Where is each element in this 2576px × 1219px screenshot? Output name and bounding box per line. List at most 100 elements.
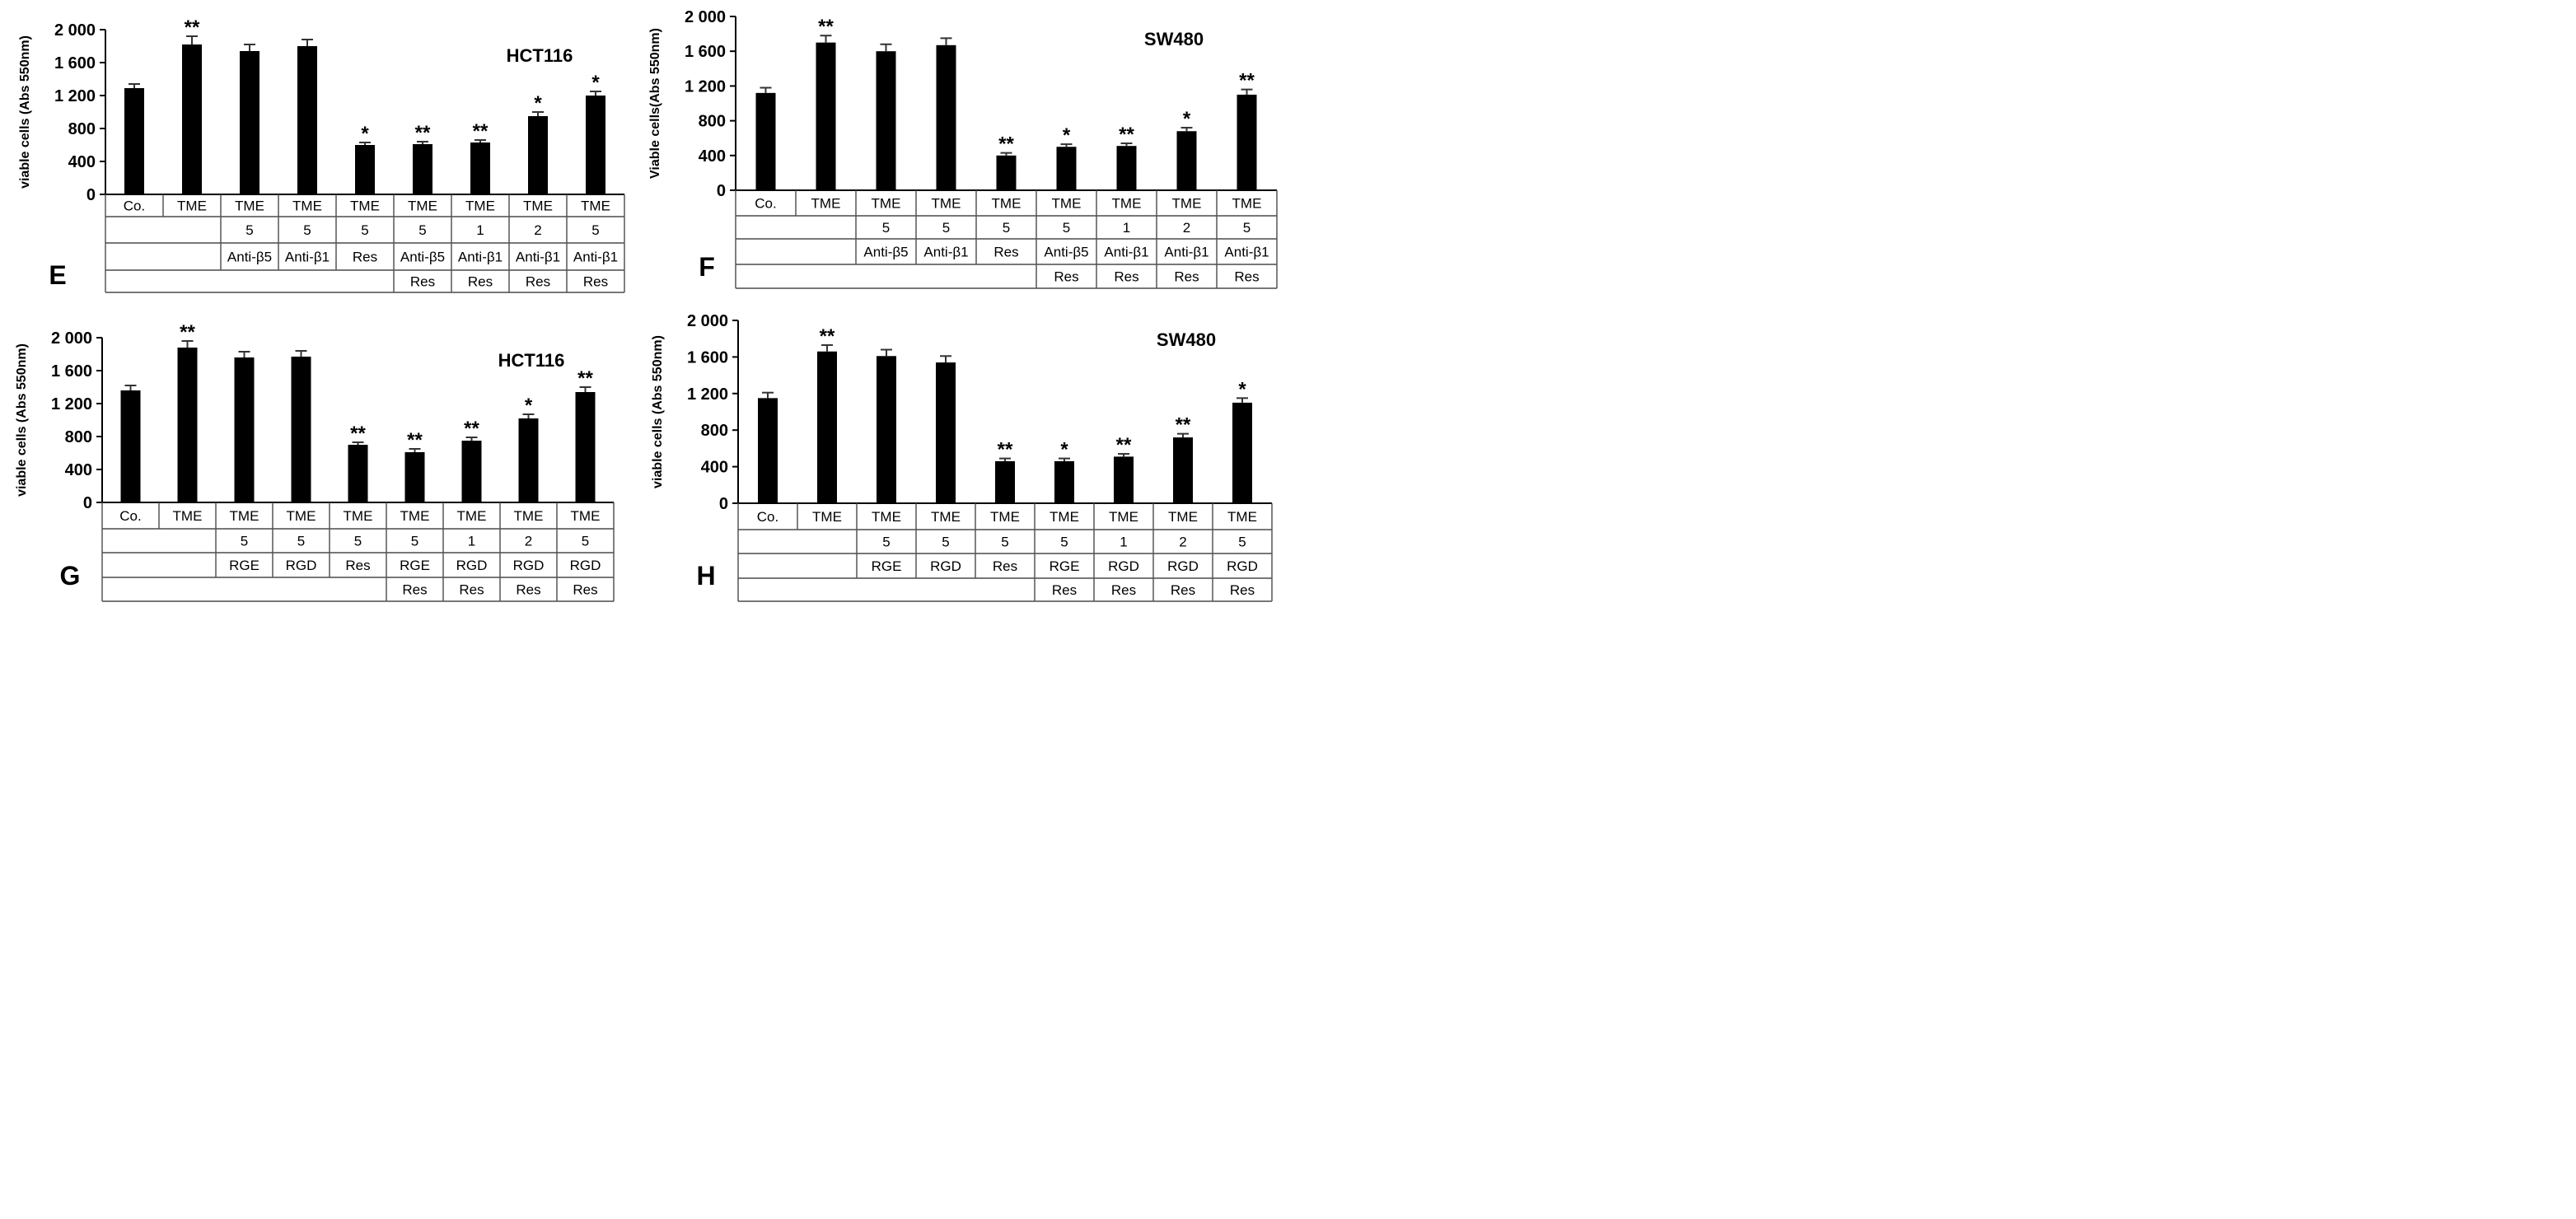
- y-tick-label: 800: [68, 120, 96, 138]
- y-tick-label: 0: [86, 186, 96, 204]
- y-tick-label: 1 600: [687, 348, 728, 367]
- table-cell: 5: [1003, 220, 1010, 236]
- bar: [877, 356, 896, 503]
- table-cell: Anti-β5: [863, 245, 908, 260]
- chart-panel-h: 0 400 800 1 200 1 600 2 000 viable cells (Abs …: [651, 312, 1273, 602]
- table-cell: RGD: [456, 558, 488, 573]
- y-tick-label: 2 000: [687, 312, 728, 330]
- significance-mark: **: [1239, 70, 1255, 92]
- table-cell: Res: [1234, 269, 1259, 285]
- bar: [1114, 456, 1134, 503]
- bar: [1173, 437, 1193, 503]
- table-cell: TME: [292, 198, 322, 214]
- significance-mark: **: [998, 439, 1013, 461]
- significance-mark: **: [1116, 434, 1132, 456]
- table-cell: TME: [1052, 196, 1082, 212]
- y-tick-label: 400: [68, 153, 96, 171]
- table-cell: Co.: [757, 509, 778, 525]
- bar: [936, 362, 956, 503]
- table-cell: TME: [990, 509, 1020, 525]
- table-cell: Co.: [755, 196, 776, 212]
- table-cell: TME: [1168, 509, 1198, 525]
- bar: [996, 155, 1017, 190]
- bar: [182, 44, 202, 194]
- table-cell: TME: [872, 196, 901, 212]
- chart-title: HCT116: [498, 350, 565, 371]
- table-cell: Res: [1052, 582, 1077, 598]
- chart-panel-f: 0 400 800 1 200 1 600 2 000 Viable cells(Abs 5…: [648, 8, 1278, 289]
- table-cell: Anti-β5: [1044, 245, 1088, 260]
- y-tick-label: 400: [65, 461, 92, 479]
- significance-mark: *: [591, 72, 600, 94]
- y-tick-label: 1 200: [685, 77, 726, 96]
- table-cell: Res: [468, 274, 493, 290]
- chart-title: SW480: [1157, 329, 1216, 350]
- table-cell: RGE: [872, 558, 902, 574]
- bar: [1056, 147, 1077, 190]
- significance-mark: **: [350, 423, 366, 445]
- y-tick-label: 400: [699, 147, 726, 166]
- significance-mark: **: [473, 120, 489, 142]
- significance-mark: **: [818, 16, 834, 38]
- table-cell: TME: [1172, 196, 1202, 212]
- y-tick-label: 800: [699, 113, 726, 131]
- significance-mark: *: [1063, 124, 1071, 147]
- chart-title: HCT116: [507, 45, 573, 66]
- table-cell: TME: [177, 198, 207, 214]
- table-cell: Res: [516, 582, 540, 598]
- bar: [348, 445, 368, 502]
- table-cell: RGD: [570, 558, 601, 573]
- table-cell: 1: [1120, 535, 1127, 550]
- table-cell: TME: [514, 508, 544, 524]
- table-cell: Co.: [124, 198, 145, 214]
- table-cell: RGD: [1108, 558, 1139, 574]
- bar: [404, 452, 425, 502]
- table-cell: Res: [1230, 582, 1255, 598]
- table-cell: TME: [581, 198, 610, 214]
- table-cell: TME: [992, 196, 1022, 212]
- table-cell: Res: [993, 558, 1017, 574]
- significance-mark: **: [180, 321, 195, 343]
- table-cell: TME: [1050, 509, 1079, 525]
- table-cell: Anti-β1: [1224, 245, 1269, 260]
- significance-mark: **: [464, 418, 479, 440]
- table-cell: TME: [457, 508, 487, 524]
- y-tick-label: 0: [717, 182, 726, 200]
- table-cell: RGE: [400, 558, 430, 573]
- significance-mark: *: [525, 395, 533, 417]
- y-tick-label: 1 200: [54, 87, 96, 105]
- bar: [1116, 146, 1137, 190]
- bar: [518, 418, 539, 502]
- table-cell: TME: [812, 509, 842, 525]
- table-cell: Anti-β1: [285, 250, 330, 265]
- table-cell: Anti-β1: [923, 245, 968, 260]
- table-cell: TME: [344, 508, 373, 524]
- table-cell: 5: [303, 222, 311, 238]
- panel-label: F: [699, 252, 715, 282]
- y-axis-label: viable cells (Abs 550nm): [651, 335, 665, 488]
- table-cell: 5: [297, 534, 305, 549]
- significance-mark: *: [534, 92, 542, 114]
- table-cell: 5: [1060, 535, 1068, 550]
- table-cell: 5: [1238, 535, 1246, 550]
- y-tick-label: 1 200: [51, 395, 92, 413]
- table-cell: 2: [525, 534, 532, 549]
- table-cell: Res: [353, 250, 377, 265]
- table-cell: TME: [350, 198, 380, 214]
- table-cell: TME: [1227, 509, 1257, 525]
- table-cell: Res: [410, 274, 435, 290]
- table-cell: TME: [872, 509, 901, 525]
- table-cell: Res: [345, 558, 370, 573]
- table-cell: Res: [1111, 582, 1136, 598]
- y-tick-label: 1 600: [54, 54, 96, 72]
- table-cell: 5: [942, 535, 949, 550]
- table-cell: 5: [582, 534, 589, 549]
- y-axis-label: Viable cells(Abs 550nm): [648, 28, 662, 179]
- chart-panel-g: 0 400 800 1 200 1 600 2 000 viable cells (Abs …: [15, 321, 615, 602]
- bar: [936, 44, 956, 190]
- table-cell: Res: [459, 582, 484, 598]
- bar: [234, 357, 255, 502]
- significance-mark: **: [1119, 124, 1134, 146]
- significance-mark: **: [998, 133, 1014, 156]
- table-cell: Res: [526, 274, 550, 290]
